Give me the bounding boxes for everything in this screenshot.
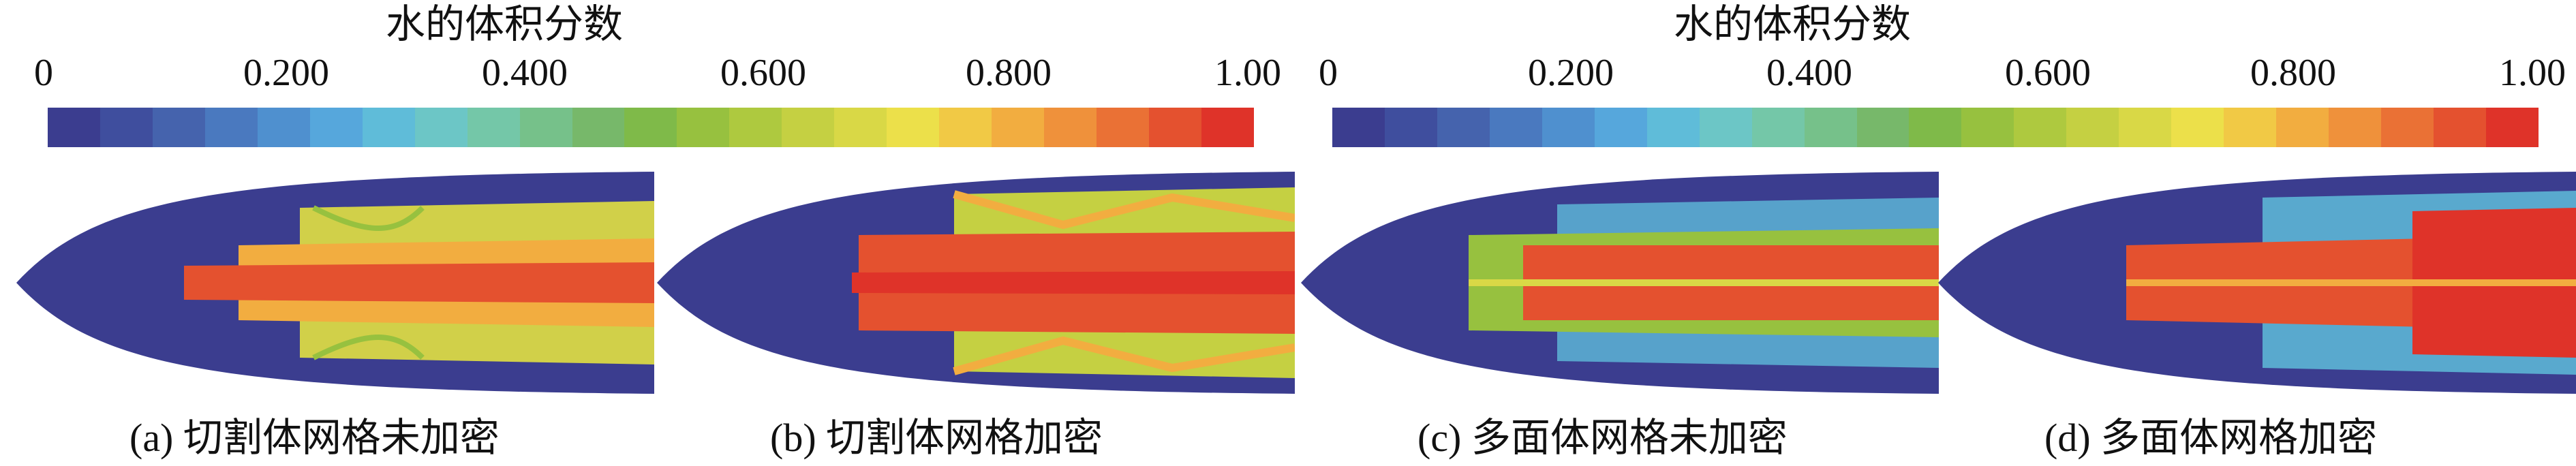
legend-left-tick-2: 0.400 [482,52,568,94]
centerline [1469,279,1939,286]
colorbar-swatch [362,108,415,147]
colorbar-swatch [48,108,100,147]
colorbar-swatch [1097,108,1150,147]
colorbar-swatch [519,108,572,147]
colorbar-swatch [939,108,992,147]
colorbar-swatch [2014,108,2067,147]
hull-contour-d [1938,172,2576,394]
colorbar-swatch [572,108,625,147]
legend-left-tick-3: 0.600 [720,52,806,94]
colorbar-swatch [992,108,1045,147]
caption-c: (c) 多面体网格未加密 [1417,416,1788,460]
colorbar-swatch [1856,108,1910,147]
caption-a: (a) 切割体网格未加密 [129,416,500,460]
colorbar-swatch [1201,108,1254,147]
colorbar-left [48,108,1254,147]
hull-contour-c [1301,172,1939,394]
centerline [2126,279,2576,286]
colorbar-swatch [2485,108,2539,147]
colorbar-swatch [2066,108,2119,147]
colorbar-swatch [1489,108,1542,147]
legend-left-tick-5: 1.00 [1214,52,1281,94]
centerline [852,271,1295,294]
colorbar-swatch [2119,108,2172,147]
colorbar-swatch [1384,108,1437,147]
colorbar-swatch [782,108,835,147]
colorbar-right [1332,108,2539,147]
panel-d-hull-contour [1935,170,2576,395]
colorbar-swatch [2434,108,2486,147]
colorbar-swatch [1542,108,1595,147]
hull-contour-b [657,172,1295,394]
legend-left-tick-1: 0.200 [243,52,329,94]
hull-contour-a [16,172,654,394]
legend-right-tick-3: 0.600 [2005,52,2091,94]
panel-a-hull-contour [14,170,654,395]
legend-right-tick-2: 0.400 [1766,52,1852,94]
spray-edge [953,190,1295,375]
colorbar-swatch [2329,108,2382,147]
caption-b: (b) 切割体网格加密 [770,416,1103,460]
colorbar-swatch [257,108,310,147]
legend-right-tick-1: 0.200 [1528,52,1614,94]
colorbar-swatch [1699,108,1752,147]
colorbar-swatch [1909,108,1962,147]
colorbar-swatch [152,108,205,147]
legend-right-tick-0: 0 [1319,52,1338,94]
panel-c-hull-contour [1298,170,1939,395]
colorbar-swatch [1961,108,2014,147]
colorbar-swatch [309,108,363,147]
colorbar-swatch [1751,108,1805,147]
wake-line [312,205,425,360]
colorbar-swatch [677,108,730,147]
colorbar-swatch [1044,108,1097,147]
colorbar-swatch [729,108,782,147]
colorbar-swatch [2224,108,2277,147]
colorbar-swatch [624,108,677,147]
legend-left-tick-4: 0.800 [966,52,1052,94]
legend-right-tick-5: 1.00 [2499,52,2566,94]
colorbar-swatch [99,108,153,147]
legend-left-tick-0: 0 [34,52,53,94]
colorbar-swatch [1437,108,1490,147]
caption-d: (d) 多面体网格加密 [2044,416,2378,460]
colorbar-swatch [2171,108,2224,147]
colorbar-swatch [204,108,258,147]
colorbar-swatch [467,108,520,147]
colorbar-swatch [1149,108,1201,147]
colorbar-swatch [414,108,467,147]
colorbar-swatch [2276,108,2329,147]
colorbar-swatch [1332,108,1385,147]
panel-b-hull-contour [654,170,1295,395]
water-core [184,262,654,303]
colorbar-swatch [834,108,887,147]
colorbar-swatch [2381,108,2434,147]
colorbar-swatch [887,108,940,147]
legend-title-left: 水的体积分数 [385,1,623,47]
colorbar-swatch [1646,108,1700,147]
legend-title-right: 水的体积分数 [1673,1,1911,47]
colorbar-swatch [1804,108,1857,147]
legend-right-tick-4: 0.800 [2250,52,2336,94]
colorbar-swatch [1594,108,1647,147]
